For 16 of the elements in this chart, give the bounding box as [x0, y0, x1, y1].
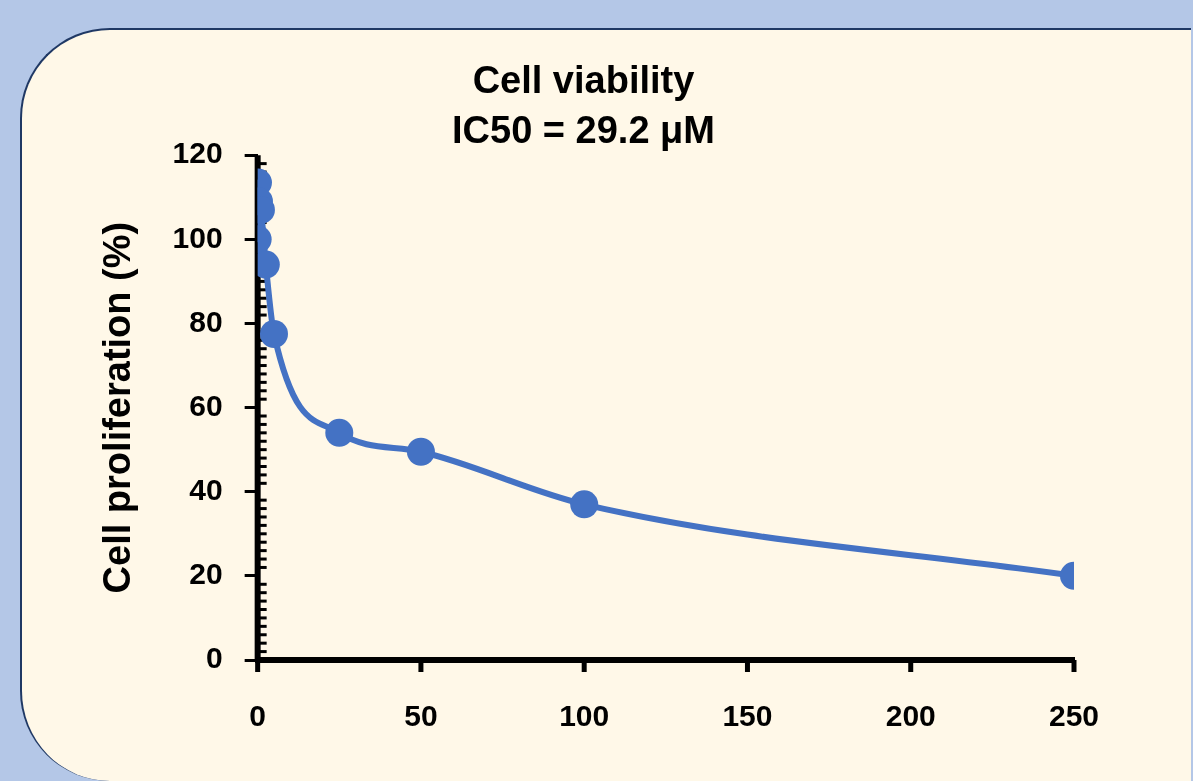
y-tick-label: 100	[172, 220, 223, 254]
chart-title: Cell viability	[472, 59, 695, 102]
x-tick-label: 200	[885, 699, 936, 733]
x-tick-label: 50	[404, 699, 438, 733]
x-tick-label: 0	[249, 699, 266, 733]
y-tick-label: 80	[189, 304, 223, 338]
y-axis-title: Cell proliferation (%)	[96, 221, 139, 594]
chart-subtitle: IC50 = 29.2 μM	[452, 108, 715, 151]
x-tick-label: 250	[1048, 699, 1100, 733]
y-tick-label: 60	[189, 388, 223, 422]
x-tick-label: 100	[559, 699, 610, 733]
y-tick-label: 40	[189, 473, 223, 506]
y-tick-label: 0	[205, 641, 223, 675]
x-tick-label: 150	[722, 699, 773, 733]
y-tick-label: 120	[172, 136, 223, 170]
y-tick-label: 20	[189, 557, 223, 591]
